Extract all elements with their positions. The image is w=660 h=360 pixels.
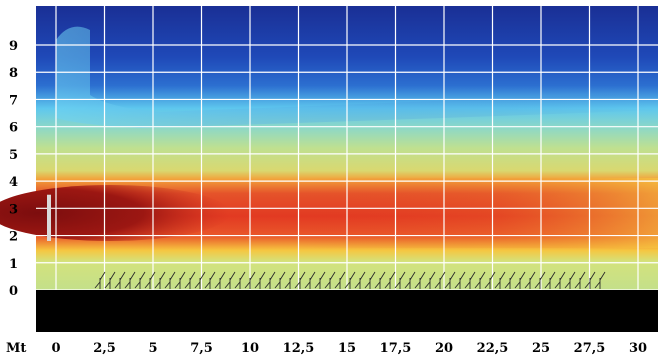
plant-icon xyxy=(304,271,316,289)
plant-icon xyxy=(114,271,126,289)
plant-icon xyxy=(334,271,346,289)
y-tick-label: 0 xyxy=(9,284,18,299)
plant-icon xyxy=(264,271,276,289)
plant-icon xyxy=(214,271,226,289)
plant-icon xyxy=(364,271,376,289)
plant-icon xyxy=(134,271,146,289)
plant-icon xyxy=(534,271,546,289)
y-tick-label: 8 xyxy=(9,66,18,81)
plant-icon xyxy=(374,271,386,289)
plant-row xyxy=(94,271,606,289)
plant-icon xyxy=(184,271,196,289)
plant-icon xyxy=(224,271,236,289)
plant-icon xyxy=(394,271,406,289)
plant-icon xyxy=(284,271,296,289)
ground-area xyxy=(36,290,658,332)
plant-icon xyxy=(434,271,446,289)
y-tick-label: 7 xyxy=(9,93,18,108)
heatmap-fade-right xyxy=(300,178,658,248)
plant-icon xyxy=(384,271,396,289)
plant-icon xyxy=(484,271,496,289)
y-tick-label: 2 xyxy=(9,230,18,245)
x-tick-label: 27,5 xyxy=(574,341,606,356)
plant-icon xyxy=(404,271,416,289)
plant-icon xyxy=(564,271,576,289)
plant-icon xyxy=(164,271,176,289)
plant-icon xyxy=(344,271,356,289)
plant-icon xyxy=(514,271,526,289)
plant-icon xyxy=(234,271,246,289)
x-tick-label: 2,5 xyxy=(93,341,116,356)
plant-icon xyxy=(554,271,566,289)
plant-icon xyxy=(254,271,266,289)
plant-icon xyxy=(574,271,586,289)
plant-icon xyxy=(544,271,556,289)
x-tick-label: 7,5 xyxy=(190,341,213,356)
x-tick-label: 10 xyxy=(241,341,259,356)
plant-icon xyxy=(204,271,216,289)
heatmap-plume xyxy=(56,26,658,129)
plant-icon xyxy=(414,271,426,289)
plant-icon xyxy=(104,271,116,289)
grid-lines xyxy=(36,6,658,291)
plant-icon xyxy=(594,271,606,289)
plant-icon xyxy=(424,271,436,289)
plant-icon xyxy=(294,271,306,289)
x-axis-label: Mt xyxy=(6,341,26,356)
y-tick-label: 5 xyxy=(9,148,18,163)
plant-icon xyxy=(464,271,476,289)
y-tick-label: 9 xyxy=(9,39,18,54)
y-tick-label: 4 xyxy=(9,175,18,190)
x-tick-label: 0 xyxy=(51,341,60,356)
plant-icon xyxy=(324,271,336,289)
plant-icon xyxy=(474,271,486,289)
y-axis-ticks: 0 1 2 3 4 5 6 7 8 9 xyxy=(9,39,18,299)
y-tick-label: 1 xyxy=(9,257,18,272)
plant-icon xyxy=(524,271,536,289)
plant-icon xyxy=(354,271,366,289)
x-tick-label: 15 xyxy=(338,341,356,356)
plant-icon xyxy=(274,271,286,289)
x-tick-label: 20 xyxy=(435,341,453,356)
x-tick-label: 12,5 xyxy=(283,341,315,356)
source-marker xyxy=(47,194,51,241)
plant-icon xyxy=(494,271,506,289)
plant-icon xyxy=(314,271,326,289)
plant-icon xyxy=(144,271,156,289)
plant-icon xyxy=(504,271,516,289)
plant-icon xyxy=(154,271,166,289)
plant-icon xyxy=(124,271,136,289)
plant-icon xyxy=(174,271,186,289)
plant-icon xyxy=(584,271,596,289)
plant-icon xyxy=(194,271,206,289)
plant-icon xyxy=(444,271,456,289)
heatmap-core xyxy=(0,185,230,241)
x-tick-label: 30 xyxy=(629,341,647,356)
x-tick-label: 22,5 xyxy=(477,341,509,356)
plant-icon xyxy=(94,271,106,289)
x-tick-label: 17,5 xyxy=(380,341,412,356)
y-tick-label: 6 xyxy=(9,121,18,136)
y-tick-label: 3 xyxy=(9,202,18,217)
plant-icon xyxy=(454,271,466,289)
x-tick-label: 5 xyxy=(148,341,157,356)
x-tick-label: 25 xyxy=(532,341,550,356)
plant-icon xyxy=(244,271,256,289)
x-axis-ticks: 0 2,5 5 7,5 10 12,5 15 17,5 20 22,5 25 27,5 30 xyxy=(51,341,647,356)
